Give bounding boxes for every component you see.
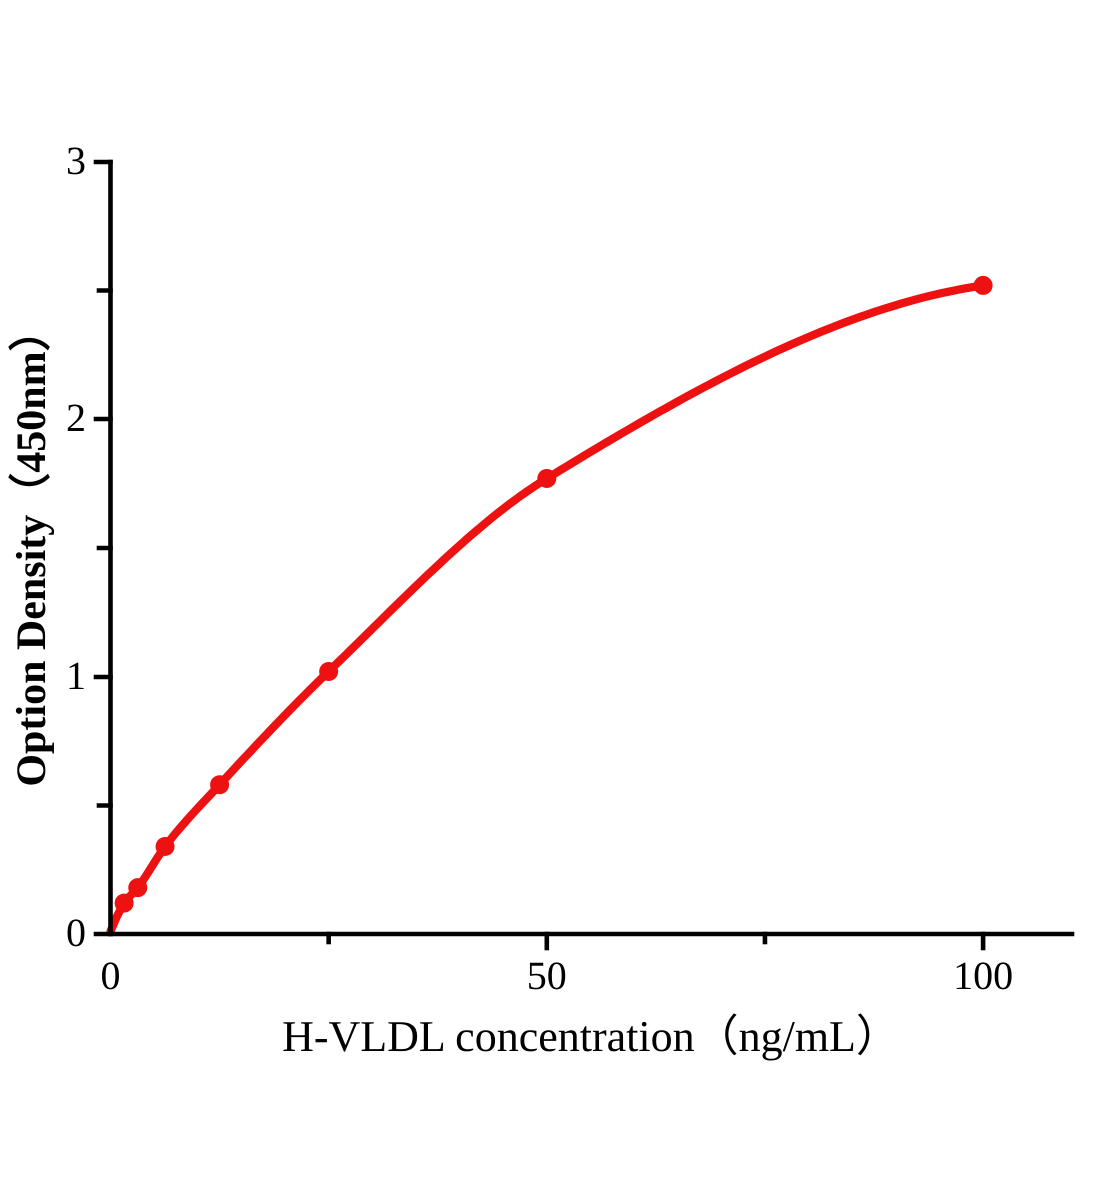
svg-text:1: 1	[66, 653, 86, 698]
svg-text:2: 2	[66, 395, 86, 440]
svg-text:50: 50	[527, 953, 567, 998]
svg-text:Option Density（450nm）: Option Density（450nm）	[8, 309, 55, 786]
svg-text:0: 0	[66, 910, 86, 955]
svg-text:100: 100	[953, 953, 1013, 998]
svg-text:0: 0	[101, 953, 121, 998]
svg-text:3: 3	[66, 138, 86, 183]
svg-text:H-VLDL concentration（ng/mL）: H-VLDL concentration（ng/mL）	[282, 1012, 900, 1061]
